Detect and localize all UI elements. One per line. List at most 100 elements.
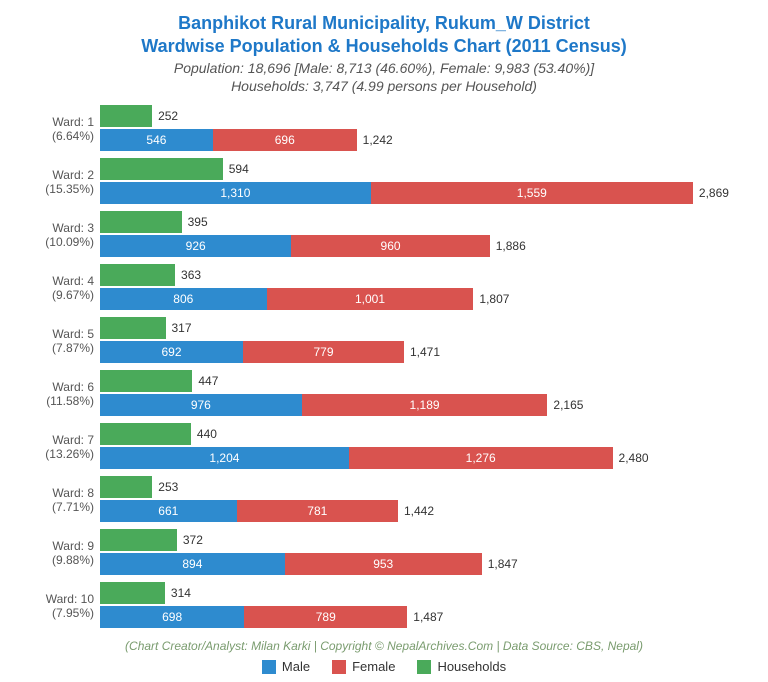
households-bar xyxy=(100,476,152,498)
male-bar: 976 xyxy=(100,394,302,416)
credit-line: (Chart Creator/Analyst: Milan Karki | Co… xyxy=(20,639,748,653)
ward-row: Ward: 9(9.88%) 372 894953 1,847 xyxy=(20,529,748,577)
ward-row: Ward: 2(15.35%)5941,3101,5592,869 xyxy=(20,158,748,206)
households-value: 363 xyxy=(181,268,201,282)
total-value: 1,242 xyxy=(363,133,393,147)
total-value: 2,165 xyxy=(553,398,583,412)
male-bar: 546 xyxy=(100,129,213,151)
ward-row: Ward: 6(11.58%) 447 9761,1892,165 xyxy=(20,370,748,418)
households-bar-line: 372 xyxy=(100,529,748,551)
households-value: 447 xyxy=(198,374,218,388)
male-bar: 894 xyxy=(100,553,285,575)
households-bar-line: 363 xyxy=(100,264,748,286)
population-bar-line: 6987891,487 xyxy=(100,606,748,628)
ward-number: Ward: 3 xyxy=(20,221,94,235)
population-bar-line: 1,2041,276 2,480 xyxy=(100,447,748,469)
households-bar xyxy=(100,158,223,180)
ward-label: Ward: 9(9.88%) xyxy=(20,539,100,568)
female-bar: 960 xyxy=(291,235,489,257)
households-value: 395 xyxy=(188,215,208,229)
ward-label: Ward: 2(15.35%) xyxy=(20,168,100,197)
total-value: 1,807 xyxy=(479,292,509,306)
households-bar-line: 317 xyxy=(100,317,748,339)
ward-percent: (9.88%) xyxy=(20,553,94,567)
ward-label: Ward: 5(7.87%) xyxy=(20,327,100,356)
households-bar xyxy=(100,105,152,127)
ward-bars: 314 6987891,487 xyxy=(100,582,748,630)
ward-bars: 363 8061,001 1,807 xyxy=(100,264,748,312)
total-value: 1,487 xyxy=(413,610,443,624)
subtitle-line2: Households: 3,747 (4.99 persons per Hous… xyxy=(20,77,748,95)
households-bar xyxy=(100,317,166,339)
ward-row: Ward: 4(9.67%)3638061,0011,807 xyxy=(20,264,748,312)
population-bar-line: 894953 1,847 xyxy=(100,553,748,575)
households-bar xyxy=(100,264,175,286)
ward-number: Ward: 10 xyxy=(20,592,94,606)
ward-percent: (10.09%) xyxy=(20,235,94,249)
households-bar xyxy=(100,423,191,445)
total-value: 1,886 xyxy=(496,239,526,253)
subtitle-line1: Population: 18,696 [Male: 8,713 (46.60%)… xyxy=(20,59,748,77)
male-bar: 692 xyxy=(100,341,243,363)
ward-number: Ward: 1 xyxy=(20,115,94,129)
population-bar-line: 8061,001 1,807 xyxy=(100,288,748,310)
legend-label-female: Female xyxy=(352,659,395,674)
ward-bars: 372 894953 1,847 xyxy=(100,529,748,577)
female-bar: 781 xyxy=(237,500,398,522)
legend-item-households: Households xyxy=(417,659,506,674)
male-bar: 1,204 xyxy=(100,447,349,469)
ward-bars: 5941,3101,5592,869 xyxy=(100,158,748,206)
households-bar-line: 253 xyxy=(100,476,748,498)
households-bar xyxy=(100,529,177,551)
total-value: 1,442 xyxy=(404,504,434,518)
total-value: 2,480 xyxy=(619,451,649,465)
female-bar: 696 xyxy=(213,129,357,151)
ward-percent: (6.64%) xyxy=(20,129,94,143)
legend-item-male: Male xyxy=(262,659,310,674)
population-bar-line: 6927791,471 xyxy=(100,341,748,363)
total-value: 1,847 xyxy=(488,557,518,571)
ward-percent: (15.35%) xyxy=(20,182,94,196)
ward-number: Ward: 8 xyxy=(20,486,94,500)
ward-row: Ward: 3(10.09%) 395 926960 1,886 xyxy=(20,211,748,259)
ward-bars: 447 9761,1892,165 xyxy=(100,370,748,418)
legend-swatch-households xyxy=(417,660,431,674)
population-bar-line: 1,3101,5592,869 xyxy=(100,182,748,204)
households-bar xyxy=(100,211,182,233)
ward-bars: 253 661781 1,442 xyxy=(100,476,748,524)
ward-percent: (7.87%) xyxy=(20,341,94,355)
female-bar: 1,001 xyxy=(267,288,474,310)
ward-label: Ward: 6(11.58%) xyxy=(20,380,100,409)
legend-swatch-female xyxy=(332,660,346,674)
legend-swatch-male xyxy=(262,660,276,674)
ward-row: Ward: 5(7.87%)3176927791,471 xyxy=(20,317,748,365)
households-value: 253 xyxy=(158,480,178,494)
households-bar xyxy=(100,370,192,392)
population-bar-line: 661781 1,442 xyxy=(100,500,748,522)
ward-number: Ward: 2 xyxy=(20,168,94,182)
legend-item-female: Female xyxy=(332,659,395,674)
female-bar: 953 xyxy=(285,553,482,575)
population-bar-line: 9761,1892,165 xyxy=(100,394,748,416)
households-value: 372 xyxy=(183,533,203,547)
chart-title: Banphikot Rural Municipality, Rukum_W Di… xyxy=(20,12,748,57)
ward-percent: (7.95%) xyxy=(20,606,94,620)
male-bar: 661 xyxy=(100,500,237,522)
male-bar: 926 xyxy=(100,235,291,257)
wards-area: Ward: 1(6.64%)2525466961,242Ward: 2(15.3… xyxy=(20,105,748,635)
ward-bars: 3176927791,471 xyxy=(100,317,748,365)
households-value: 314 xyxy=(171,586,191,600)
ward-row: Ward: 8(7.71%)2536617811,442 xyxy=(20,476,748,524)
ward-bars: 2525466961,242 xyxy=(100,105,748,153)
ward-number: Ward: 7 xyxy=(20,433,94,447)
male-bar: 806 xyxy=(100,288,267,310)
ward-percent: (11.58%) xyxy=(20,394,94,408)
legend-label-male: Male xyxy=(282,659,310,674)
female-bar: 1,276 xyxy=(349,447,613,469)
ward-label: Ward: 7(13.26%) xyxy=(20,433,100,462)
total-value: 1,471 xyxy=(410,345,440,359)
ward-number: Ward: 5 xyxy=(20,327,94,341)
female-bar: 1,559 xyxy=(371,182,693,204)
ward-label: Ward: 3(10.09%) xyxy=(20,221,100,250)
households-bar-line: 594 xyxy=(100,158,748,180)
